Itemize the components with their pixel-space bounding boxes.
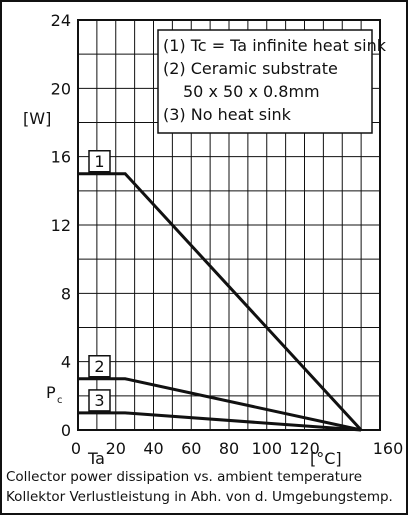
x-tick-label: 20 [106, 439, 126, 458]
series-label-box [88, 355, 111, 378]
series-label-box [88, 389, 111, 412]
y-axis-symbol: P [46, 383, 56, 402]
series-label-1: 1 [88, 150, 111, 173]
legend: (1) Tc = Ta infinite heat sink (2) Ceram… [157, 29, 387, 134]
legend-entry-1: (1) Tc = Ta infinite heat sink [163, 36, 387, 55]
series-label-text: 3 [94, 391, 104, 410]
legend-entry-2-detail: 50 x 50 x 0.8mm [183, 82, 320, 101]
x-tick-label: 100 [251, 439, 282, 458]
x-axis-unit: [°C] [310, 449, 342, 468]
y-tick-label: 16 [51, 148, 71, 167]
legend-entry-2: (2) Ceramic substrate [163, 59, 338, 78]
x-tick-label: 80 [219, 439, 239, 458]
series-label-text: 1 [94, 152, 104, 171]
series-label-3: 3 [88, 389, 111, 412]
x-axis-ticks: 0 20 40 60 80 100 120 160 [71, 439, 403, 458]
series-label-box [88, 150, 111, 173]
plot-area-border [77, 19, 381, 431]
series-lines [78, 172, 363, 432]
x-tick-label: 40 [143, 439, 163, 458]
y-axis-ticks: 0 4 8 12 16 20 24 [51, 11, 71, 440]
y-tick-label: 0 [61, 421, 71, 440]
y-axis-unit: [W] [23, 109, 51, 128]
caption-english: Collector power dissipation vs. ambient … [6, 469, 363, 485]
y-tick-label: 12 [51, 216, 71, 235]
series-line-1 [78, 172, 363, 432]
x-tick-label: 0 [71, 439, 81, 458]
legend-entry-3: (3) No heat sink [163, 105, 292, 124]
y-tick-label: 20 [51, 79, 71, 98]
legend-box [157, 29, 373, 134]
x-axis-symbol: Ta [87, 449, 105, 468]
x-tick-label: 120 [289, 439, 320, 458]
x-tick-label: 160 [373, 439, 404, 458]
caption-german: Kollektor Verlustleistung in Abh. von d.… [6, 489, 393, 505]
y-tick-label: 4 [61, 353, 71, 372]
y-tick-label: 8 [61, 284, 71, 303]
series-label-text: 2 [94, 357, 104, 376]
series-line-3 [78, 411, 362, 432]
series-labels: 1 2 3 [88, 150, 111, 412]
y-tick-label: 24 [51, 11, 71, 30]
x-tick-label: 60 [181, 439, 201, 458]
series-label-2: 2 [88, 355, 111, 378]
series-line-2 [78, 377, 362, 432]
y-axis-subscript: c [57, 395, 63, 406]
